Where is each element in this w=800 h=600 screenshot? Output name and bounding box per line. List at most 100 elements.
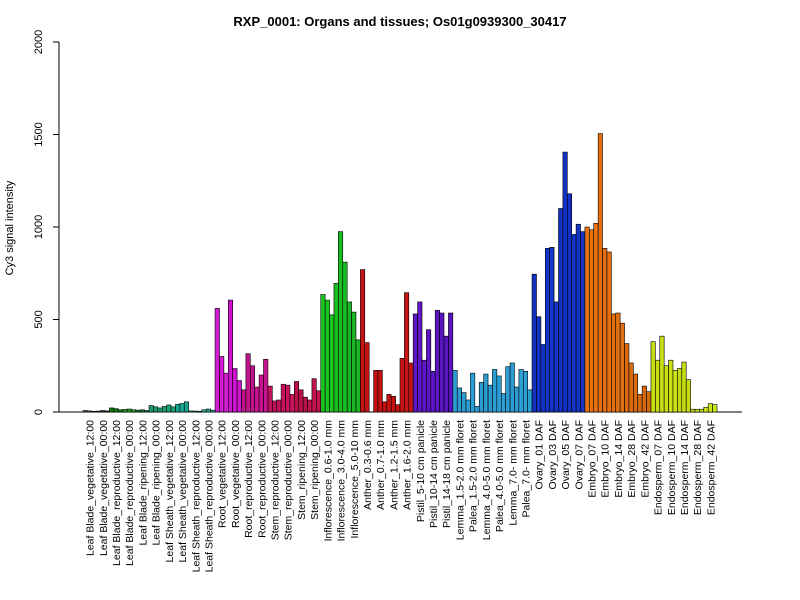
bar bbox=[505, 366, 511, 413]
bar bbox=[298, 389, 304, 413]
bar bbox=[144, 410, 150, 413]
bar bbox=[430, 370, 436, 413]
x-tick-label: Stem_reproductive_12:00 bbox=[270, 420, 282, 540]
bar bbox=[201, 409, 207, 413]
x-tick-label: Root_reproductive_00:00 bbox=[256, 420, 268, 538]
bar bbox=[316, 390, 322, 413]
bar bbox=[214, 308, 220, 413]
bar bbox=[615, 312, 621, 413]
bar bbox=[329, 314, 335, 413]
x-tick-label: Embryo_28 DAF bbox=[626, 420, 638, 498]
bar bbox=[390, 395, 396, 413]
bar bbox=[95, 410, 101, 413]
bar bbox=[386, 394, 392, 413]
bar bbox=[602, 247, 608, 413]
bar bbox=[104, 410, 110, 413]
bar bbox=[628, 362, 634, 413]
bar bbox=[280, 383, 286, 413]
x-tick-label: Inflorescence_5.0-10 mm bbox=[349, 420, 361, 539]
bar bbox=[509, 362, 515, 413]
bar bbox=[685, 379, 691, 413]
x-tick-label: Palea_4.0-5.0 mm floret bbox=[494, 420, 506, 532]
bar bbox=[540, 344, 546, 413]
bar bbox=[672, 370, 678, 413]
bar bbox=[655, 359, 661, 413]
bar bbox=[395, 404, 401, 413]
bar bbox=[606, 251, 612, 413]
category-labels: Leaf Blade_vegetative_12:00 Leaf Blade_ve… bbox=[85, 420, 718, 573]
bar bbox=[421, 359, 427, 413]
x-tick-label: Stem_reproductive_00:00 bbox=[283, 420, 295, 540]
bar bbox=[408, 362, 414, 413]
x-tick-label: Embryo_10 DAF bbox=[600, 420, 612, 498]
bar bbox=[236, 380, 242, 413]
bar bbox=[659, 335, 665, 413]
bar bbox=[412, 313, 418, 413]
x-tick-label: Leaf Blade_vegetative_00:00 bbox=[98, 420, 110, 556]
bar bbox=[637, 394, 643, 413]
bar bbox=[377, 370, 383, 413]
y-axis-label: Cy3 signal intensity bbox=[4, 180, 16, 275]
bar bbox=[109, 407, 115, 413]
bar bbox=[474, 406, 480, 413]
bar bbox=[170, 406, 176, 413]
bar bbox=[205, 408, 211, 413]
x-tick-label: Anther_0.3-0.6 mm bbox=[362, 420, 374, 510]
bar bbox=[382, 401, 388, 413]
bar bbox=[663, 365, 669, 413]
x-tick-label: Leaf Blade_vegetative_12:00 bbox=[85, 420, 97, 556]
bar bbox=[619, 322, 625, 413]
bar bbox=[258, 374, 264, 413]
bar bbox=[514, 386, 520, 413]
bar bbox=[364, 342, 370, 413]
y-tick-label: 0 bbox=[33, 409, 45, 415]
bar bbox=[197, 410, 203, 413]
bar bbox=[183, 401, 189, 413]
x-tick-label: Lemma_4.0-5.0 mm floret bbox=[481, 420, 493, 540]
bar bbox=[179, 403, 185, 413]
bar bbox=[553, 301, 559, 413]
bar bbox=[82, 410, 88, 413]
x-tick-label: Leaf Sheath_vegetative_12:00 bbox=[164, 420, 176, 563]
bar bbox=[113, 408, 119, 413]
bar bbox=[465, 399, 471, 413]
bar bbox=[536, 316, 542, 413]
bar bbox=[518, 369, 524, 413]
x-tick-label: Leaf Blade_ripening_00:00 bbox=[151, 420, 163, 546]
x-tick-label: Stem_ripening_00:00 bbox=[309, 420, 321, 520]
bar bbox=[188, 410, 194, 413]
bar bbox=[131, 409, 137, 413]
bar bbox=[699, 408, 705, 413]
bar bbox=[91, 410, 97, 413]
bar bbox=[302, 396, 308, 413]
bar bbox=[690, 408, 696, 413]
bar bbox=[161, 406, 167, 413]
bar bbox=[558, 208, 564, 413]
bar bbox=[439, 312, 445, 413]
x-tick-label: Endosperm_14 DAF bbox=[679, 420, 691, 515]
bar bbox=[580, 231, 586, 413]
bar bbox=[342, 261, 348, 413]
bar bbox=[245, 353, 251, 413]
bar bbox=[641, 385, 647, 413]
x-tick-label: Pistil_10-14 cm panicle bbox=[428, 420, 440, 528]
bar bbox=[624, 343, 630, 413]
bar bbox=[461, 392, 467, 413]
x-tick-label: Palea_1.5-2.0 mm floret bbox=[468, 420, 480, 532]
bar bbox=[531, 273, 537, 413]
bar bbox=[166, 404, 172, 413]
bar bbox=[338, 231, 344, 413]
bar bbox=[267, 385, 273, 413]
x-tick-label: Ovary_05 DAF bbox=[560, 420, 572, 489]
bar bbox=[452, 370, 458, 413]
x-tick-label: Leaf Blade_reproductive_00:00 bbox=[124, 420, 136, 566]
bar bbox=[373, 370, 379, 413]
x-tick-label: Ovary_03 DAF bbox=[547, 420, 559, 489]
bar bbox=[311, 378, 317, 413]
x-tick-label: Leaf Blade_reproductive_12:00 bbox=[111, 420, 123, 566]
bar bbox=[500, 393, 506, 413]
bar bbox=[668, 359, 674, 413]
bar bbox=[148, 405, 154, 413]
bar bbox=[289, 394, 295, 413]
x-tick-label: Leaf Sheath_reproductive_00:00 bbox=[203, 420, 215, 573]
